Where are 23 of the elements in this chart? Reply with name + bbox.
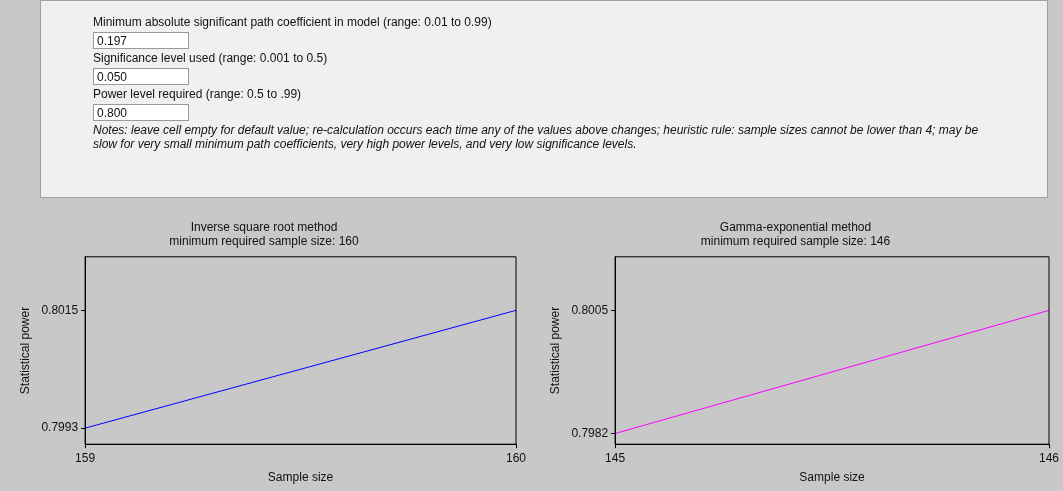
chart-subtitle: minimum required sample size: 146 [700, 233, 891, 248]
text: Minimum absolute significant path coefficient in model (range: 0.01 to 0.99) [93, 15, 493, 29]
text: 0.050 [93, 68, 189, 85]
x-tick-label: 146 [1038, 450, 1060, 465]
chart-title: Gamma-exponential method [719, 219, 872, 234]
x-tick-label: 145 [605, 450, 626, 465]
x-tick-label: 160 [505, 450, 527, 465]
text: 0.197 [93, 32, 189, 49]
x-tick-label: 159 [75, 450, 96, 465]
y-axis-title: Statistical power [547, 306, 562, 395]
x-axis-title: Sample size [267, 470, 334, 485]
y-tick-label: 0.7993 [41, 420, 79, 435]
chart-title: Inverse square root method [190, 219, 338, 234]
text: Notes: leave cell empty for default value; re-calculation occurs each time any of the values above changes; heuristic rule: sample sizes cannot be lower than 4; may be slow for very small minimum path coefficients, very high power levels, and very low significance levels. [93, 123, 980, 151]
text: 0.800 [93, 104, 189, 121]
text: Power level required (range: 0.5 to .99) [93, 87, 303, 101]
y-tick-label: 0.8015 [41, 302, 79, 317]
y-axis-title: Statistical power [17, 306, 32, 395]
y-tick-label: 0.7982 [571, 425, 609, 440]
y-tick-label: 0.8005 [571, 302, 609, 317]
chart-subtitle: minimum required sample size: 160 [169, 233, 360, 248]
x-axis-title: Sample size [799, 470, 866, 485]
text: Significance level used (range: 0.001 to 0.5) [93, 51, 329, 65]
